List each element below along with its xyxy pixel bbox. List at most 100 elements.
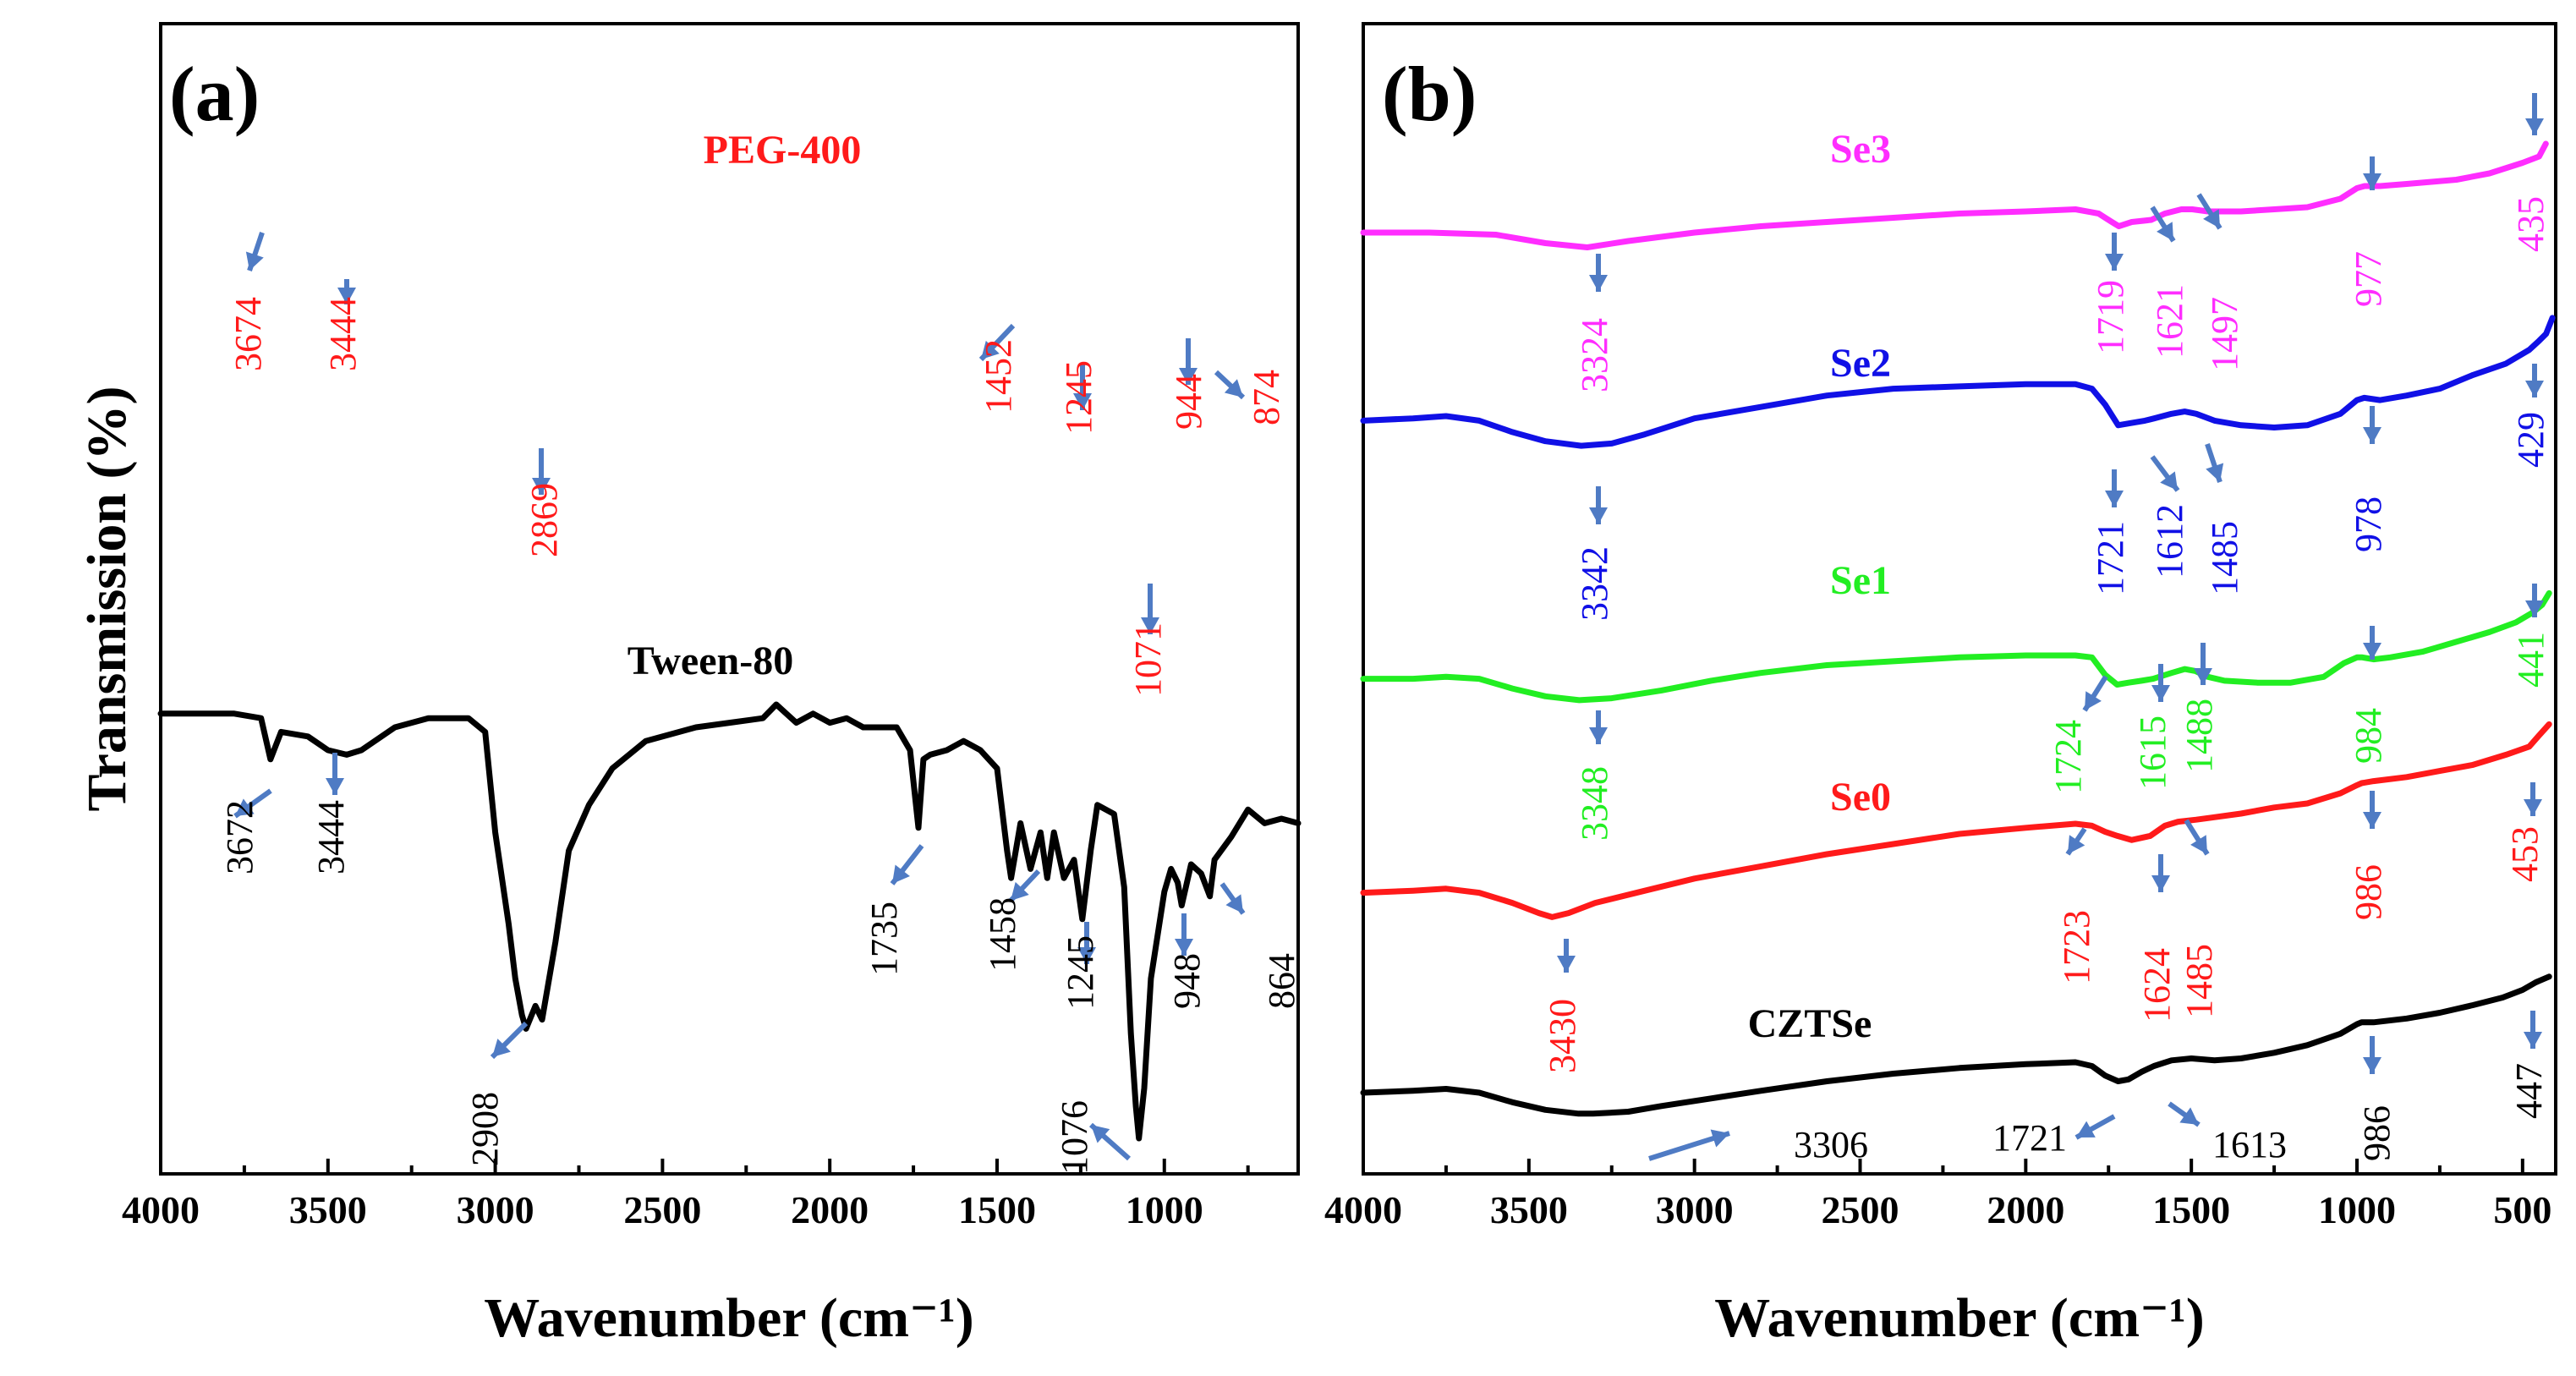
peak-label: 1735 [863, 902, 905, 976]
peak-arrow-head [1011, 881, 1029, 901]
peak-arrow-head [245, 251, 264, 271]
peak-arrow-head [326, 778, 344, 795]
x-tick-label: 2000 [1987, 1188, 2064, 1231]
spectrum-se1 [1360, 589, 2552, 704]
peak-label: 3348 [1574, 766, 1615, 841]
peak-arrow-head [1179, 368, 1198, 385]
peak-arrow-head [1589, 507, 1608, 524]
x-tick-label: 4000 [1324, 1188, 1402, 1231]
peak-arrow-head [2194, 668, 2212, 685]
peak-label: 2908 [464, 1092, 506, 1166]
x-tick-label: 2000 [791, 1188, 869, 1231]
peak-arrow-head [2085, 691, 2102, 710]
peak-arrow-head [2203, 209, 2220, 228]
peak-label: 1485 [2204, 521, 2245, 595]
panel-a-frame [159, 22, 1300, 1176]
peak-label: 1721 [1992, 1117, 2067, 1159]
peak-arrow-head [1141, 617, 1159, 634]
peak-label: 1613 [2212, 1124, 2287, 1165]
peak-label: 1615 [2132, 715, 2173, 790]
x-tick-label: 500 [2493, 1188, 2551, 1231]
peak-arrow-head [2525, 600, 2544, 617]
peak-label: 3430 [1542, 999, 1583, 1073]
x-tick-label: 1000 [1126, 1188, 1203, 1231]
peak-label: 1719 [2090, 280, 2131, 354]
peak-arrow-head [337, 288, 356, 304]
x-tick-label: 2500 [623, 1188, 701, 1231]
x-tick-label: 3000 [457, 1188, 534, 1231]
panel-b-arrows [1557, 93, 2544, 1161]
peak-label: 453 [2504, 826, 2546, 882]
peak-arrow-head [532, 478, 551, 495]
peak-label: 977 [2348, 251, 2389, 307]
x-tick-label: 3500 [289, 1188, 367, 1231]
panel-b-x-ticks: 4000 3500 3000 2500 2000 1500 1000 500 [1324, 1159, 2551, 1231]
peak-label: 864 [1261, 953, 1302, 1009]
peak-label: 1452 [978, 339, 1019, 414]
series-label-tween80: Tween-80 [628, 639, 793, 683]
peak-arrow-head [1175, 939, 1193, 956]
series-label-se0: Se0 [1830, 775, 1891, 820]
peak-label: 1071 [1127, 622, 1169, 697]
peak-label: 3324 [1574, 318, 1615, 392]
peak-arrow-head [2068, 835, 2085, 854]
peak-label: 986 [2356, 1105, 2398, 1161]
peak-arrow-head [2206, 463, 2224, 482]
peak-arrow-head [2190, 835, 2207, 854]
peak-arrow-head [2179, 1107, 2199, 1125]
panel-b-frame [1362, 22, 2557, 1176]
x-tick-label: 1500 [958, 1188, 1036, 1231]
peak-label: 3674 [227, 297, 269, 371]
peak-label: 2869 [523, 483, 565, 557]
peak-label: 1624 [2136, 948, 2178, 1022]
peak-label: 441 [2510, 632, 2551, 688]
peak-label: 978 [2348, 496, 2389, 552]
peak-label: 986 [2348, 864, 2389, 920]
peak-arrow-head [1589, 275, 1608, 292]
panel-a-curves [157, 701, 1302, 1142]
peak-arrow-head [2363, 427, 2381, 444]
panel-b: (b) 4000 3500 3000 2500 2000 1500 1000 500 3324… [1324, 22, 2557, 1349]
x-tick-label: 1000 [2318, 1188, 2396, 1231]
peak-label: 1458 [982, 897, 1023, 972]
peak-arrow-head [2525, 118, 2544, 135]
x-tick-label: 3500 [1490, 1188, 1568, 1231]
peak-label: 3672 [219, 800, 260, 874]
peak-label: 1485 [2179, 944, 2220, 1018]
peak-label: 3444 [310, 800, 352, 874]
peak-arrow-head [1091, 1125, 1110, 1143]
peak-label: 1245 [1058, 360, 1099, 435]
peak-label: 1724 [2047, 720, 2089, 794]
peak-arrow-head [1224, 379, 1243, 397]
peak-arrow-head [1589, 727, 1608, 744]
peak-label: 435 [2510, 196, 2551, 252]
panel-a-peak-labels: 3674 3444 2869 1452 1245 944 874 1071 3672 3444 29… [219, 297, 1302, 1175]
peak-arrow-head [492, 1039, 511, 1057]
peak-arrow-head [2160, 471, 2178, 491]
panel-b-x-axis-title: Wavenumber (cm⁻¹) [1714, 1287, 2205, 1349]
peak-label: 1621 [2149, 284, 2190, 359]
panel-a: (a) 4000 3500 3000 2500 2000 1500 1000 3674 344… [76, 22, 1302, 1349]
series-label-cztse: CZTSe [1748, 1001, 1872, 1046]
peak-label: 1245 [1060, 935, 1101, 1010]
series-label-se1: Se1 [1830, 558, 1891, 603]
peak-arrow-head [2151, 875, 2170, 892]
peak-arrow-head [2151, 685, 2170, 702]
peak-arrow-head [2525, 381, 2544, 397]
peak-arrow-head [1557, 956, 1576, 973]
x-tick-label: 4000 [122, 1188, 200, 1231]
peak-label: 984 [2348, 708, 2389, 764]
peak-arrow-head [892, 864, 910, 884]
peak-label: 447 [2508, 1063, 2550, 1119]
peak-label: 3444 [322, 297, 364, 371]
peak-arrow-head [235, 798, 255, 816]
peak-arrow-head [2524, 799, 2542, 816]
panel-b-curves [1360, 140, 2556, 1117]
peak-label: 1721 [2090, 521, 2131, 595]
peak-arrow-head [981, 340, 1000, 359]
spectrum-tween80 [157, 701, 1302, 1142]
peak-arrow-head [1710, 1129, 1729, 1148]
peak-label: 1488 [2179, 699, 2220, 773]
y-axis-title: Transmission (%) [76, 386, 138, 812]
